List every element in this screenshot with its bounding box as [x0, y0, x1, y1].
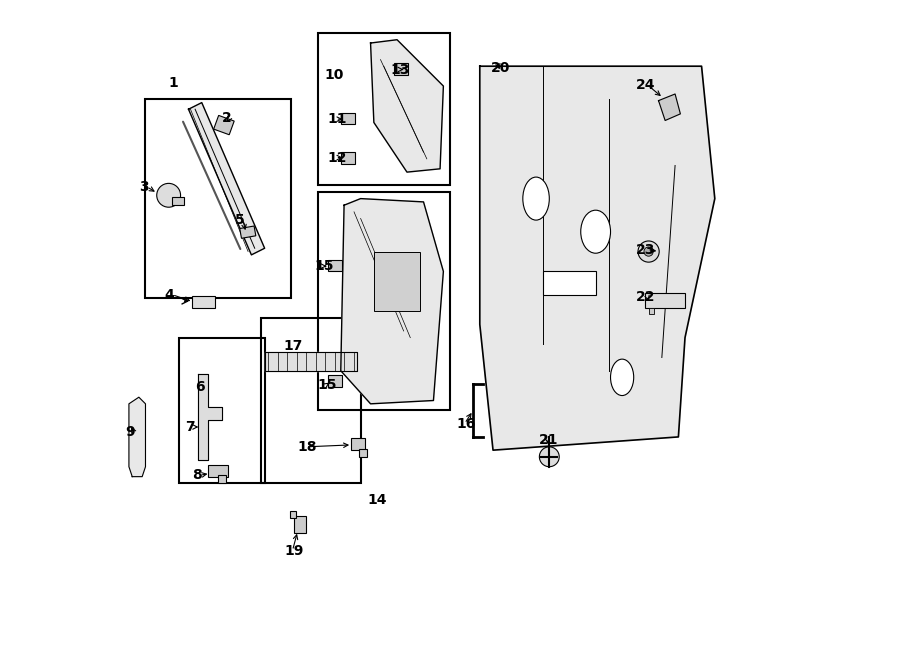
Text: 19: 19 — [284, 544, 304, 558]
Bar — [351, 438, 365, 450]
Circle shape — [539, 447, 559, 467]
Text: 10: 10 — [324, 68, 344, 82]
Circle shape — [644, 247, 653, 256]
Bar — [294, 516, 306, 533]
Text: 11: 11 — [328, 112, 347, 126]
Ellipse shape — [610, 359, 634, 396]
Polygon shape — [480, 66, 715, 450]
Text: 5: 5 — [235, 213, 245, 227]
Text: 13: 13 — [391, 62, 410, 77]
Polygon shape — [198, 374, 221, 460]
Text: 1: 1 — [168, 75, 178, 90]
Bar — [328, 375, 342, 387]
Circle shape — [638, 241, 659, 262]
Bar — [261, 318, 361, 483]
Text: 16: 16 — [456, 416, 476, 431]
Text: 15: 15 — [314, 259, 334, 273]
Text: 8: 8 — [192, 468, 202, 483]
Text: 4: 4 — [164, 287, 174, 302]
Bar — [328, 260, 342, 271]
Bar — [543, 271, 596, 295]
Bar — [318, 192, 450, 410]
Polygon shape — [265, 352, 357, 371]
Text: 17: 17 — [284, 338, 302, 353]
Text: 6: 6 — [195, 380, 205, 395]
Bar — [393, 63, 409, 75]
Polygon shape — [659, 94, 680, 120]
Ellipse shape — [523, 177, 549, 220]
Bar — [290, 511, 296, 518]
Text: 12: 12 — [328, 150, 347, 165]
Bar — [645, 293, 685, 308]
Polygon shape — [371, 40, 444, 172]
Bar — [649, 308, 654, 314]
Text: 15: 15 — [318, 378, 338, 393]
Bar — [172, 197, 184, 205]
Bar — [318, 33, 450, 185]
Text: 9: 9 — [126, 424, 135, 439]
Bar — [341, 113, 356, 124]
Text: 20: 20 — [491, 60, 510, 75]
Text: 23: 23 — [635, 242, 655, 257]
Text: 14: 14 — [367, 493, 387, 507]
Text: 2: 2 — [221, 111, 231, 125]
Polygon shape — [188, 103, 265, 255]
Text: 3: 3 — [139, 179, 148, 194]
Polygon shape — [129, 397, 146, 477]
Bar — [178, 338, 265, 483]
Bar — [374, 252, 420, 311]
Text: 22: 22 — [635, 289, 655, 304]
Text: 7: 7 — [185, 420, 194, 434]
Text: 21: 21 — [539, 433, 559, 448]
Bar — [219, 475, 226, 483]
Bar — [192, 296, 215, 308]
Bar — [213, 115, 234, 135]
Text: 24: 24 — [635, 77, 655, 92]
Ellipse shape — [580, 211, 610, 254]
Bar — [358, 449, 366, 457]
Bar — [341, 152, 356, 164]
Polygon shape — [341, 199, 444, 404]
Text: 18: 18 — [298, 440, 317, 454]
Bar — [209, 465, 229, 477]
Circle shape — [157, 183, 181, 207]
FancyArrowPatch shape — [661, 101, 676, 114]
Bar — [146, 99, 291, 298]
Bar — [239, 226, 256, 238]
